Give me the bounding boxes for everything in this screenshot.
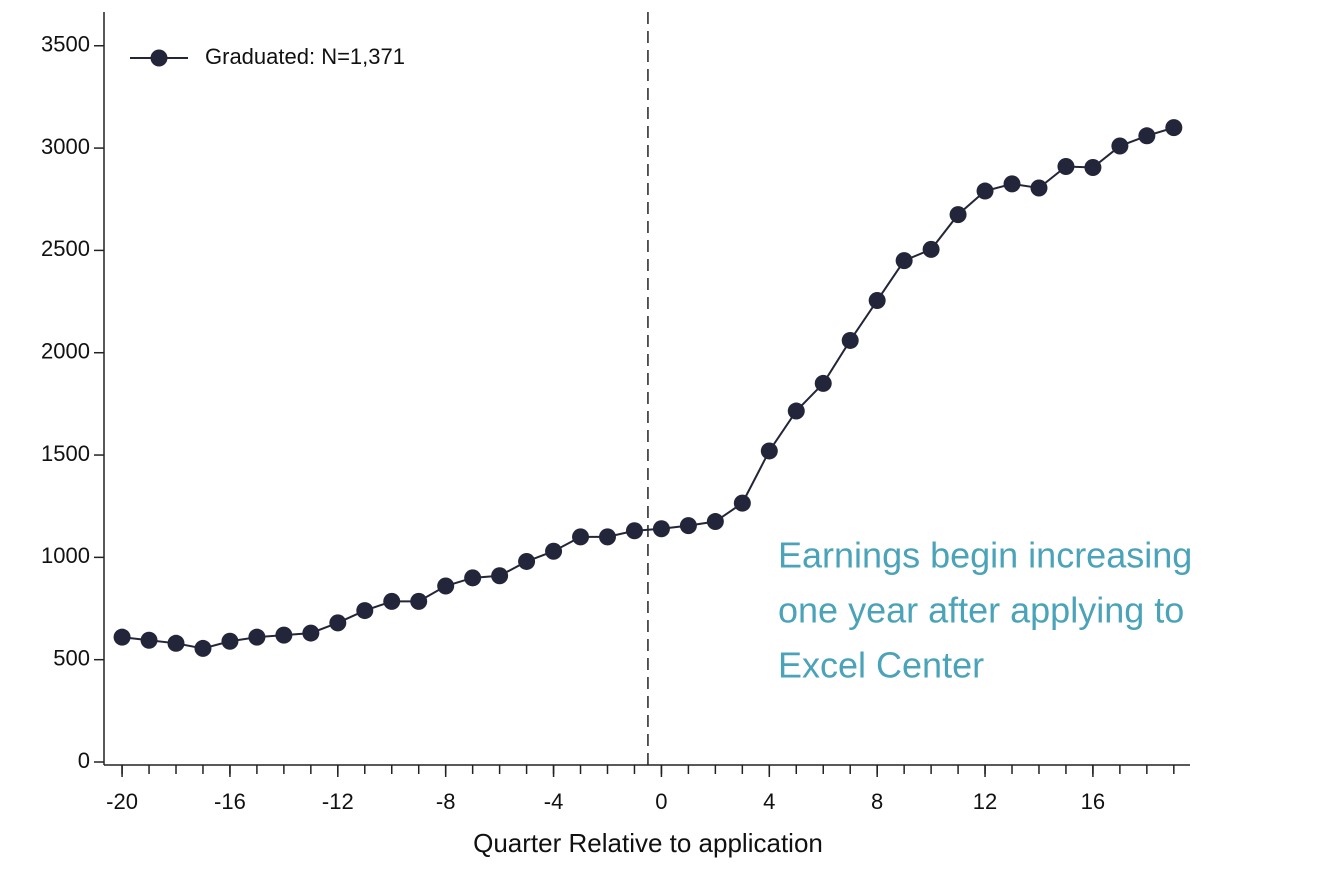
point xyxy=(410,592,428,610)
y-tick-label: 2500 xyxy=(41,236,90,261)
point xyxy=(1003,175,1021,193)
annotation: one year after applying to xyxy=(778,590,1184,631)
point xyxy=(625,522,643,540)
point xyxy=(356,602,374,620)
point xyxy=(598,528,616,546)
x-axis-label: Quarter Relative to application xyxy=(473,828,823,858)
point xyxy=(1138,127,1156,145)
x-tick-label: -20 xyxy=(106,789,138,814)
point xyxy=(518,552,536,570)
x-tick-label: 4 xyxy=(763,789,775,814)
point xyxy=(841,331,859,349)
point xyxy=(706,513,724,531)
point xyxy=(1030,179,1048,197)
point xyxy=(1111,137,1129,155)
x-tick-label: 8 xyxy=(871,789,883,814)
y-tick-label: 1000 xyxy=(41,543,90,568)
x-tick-label: -4 xyxy=(544,789,564,814)
y-tick-label: 500 xyxy=(53,645,90,670)
x-tick-label: -16 xyxy=(214,789,246,814)
annotation: Excel Center xyxy=(778,645,984,686)
x-tick-label: 12 xyxy=(973,789,997,814)
point xyxy=(1165,119,1183,137)
y-tick-label: 0 xyxy=(78,748,90,773)
point xyxy=(787,402,805,420)
point xyxy=(1084,159,1102,177)
point xyxy=(572,528,590,546)
y-tick-label: 3000 xyxy=(41,134,90,159)
point xyxy=(167,634,185,652)
x-tick-label: 0 xyxy=(655,789,667,814)
point xyxy=(194,639,212,657)
point xyxy=(437,577,455,595)
point xyxy=(329,614,347,632)
point xyxy=(868,292,886,310)
point xyxy=(652,520,670,538)
point xyxy=(113,628,131,646)
y-tick-label: 2000 xyxy=(41,339,90,364)
y-tick-label: 3500 xyxy=(41,32,90,57)
legend-label: Graduated: N=1,371 xyxy=(205,44,405,69)
point xyxy=(464,569,482,587)
series-line xyxy=(121,126,1175,650)
x-tick-label: -12 xyxy=(322,789,354,814)
x-tick-label: -8 xyxy=(436,789,456,814)
point xyxy=(922,240,940,258)
point xyxy=(221,632,239,650)
point xyxy=(140,631,158,649)
y-tick-label: 1500 xyxy=(41,441,90,466)
annotation: Earnings begin increasing xyxy=(778,535,1192,576)
point xyxy=(275,626,293,644)
point xyxy=(545,542,563,560)
legend-marker xyxy=(150,49,168,67)
point xyxy=(895,252,913,270)
point xyxy=(949,206,967,224)
point xyxy=(491,567,509,585)
point xyxy=(760,442,778,460)
point xyxy=(679,517,697,535)
x-tick-label: 16 xyxy=(1081,789,1105,814)
point xyxy=(1057,158,1075,176)
point xyxy=(814,374,832,392)
point xyxy=(383,592,401,610)
point xyxy=(976,182,994,200)
point xyxy=(733,494,751,512)
point xyxy=(302,624,320,642)
point xyxy=(248,628,266,646)
